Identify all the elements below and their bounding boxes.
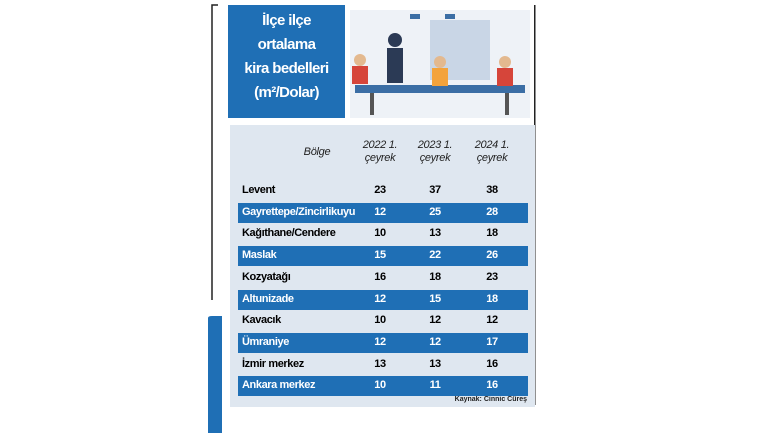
side-bar (208, 316, 222, 433)
region-cell: Kağıthane/Cendere (242, 227, 336, 240)
value-cell: 16 (486, 379, 498, 392)
value-cell: 18 (486, 292, 498, 305)
region-cell: Kavacık (242, 314, 281, 327)
title-line: kira bedelleri (244, 60, 329, 77)
value-cell: 12 (486, 314, 498, 327)
column-header: 2023 1. çeyrek (417, 139, 453, 164)
title: İlçe ilçe ortalama kira bedelleri (m²/Dolar… (228, 5, 345, 118)
region-cell: Maslak (242, 249, 277, 262)
column-header: 2022 1. çeyrek (362, 139, 398, 164)
value-cell: 15 (374, 249, 386, 262)
value-cell: 10 (374, 227, 386, 240)
region-cell: Ankara merkez (242, 379, 316, 392)
title-line: İlçe ilçe (262, 12, 311, 29)
value-cell: 17 (486, 335, 498, 348)
frame-line (211, 4, 218, 300)
value-cell: 16 (486, 357, 498, 370)
value-cell: 13 (429, 227, 441, 240)
value-cell: 22 (429, 249, 441, 262)
table-row: Gayrettepe/Zincirlikuyu 12 25 28 (238, 202, 528, 223)
column-header: Bölge (303, 146, 331, 158)
value-cell: 10 (374, 314, 386, 327)
value-cell: 23 (486, 270, 498, 283)
value-cell: 12 (374, 292, 386, 305)
value-cell: 37 (429, 184, 441, 196)
value-cell: 11 (429, 379, 441, 392)
value-cell: 38 (486, 184, 498, 196)
table: Kaynak: Cinnic Cüreş Bölge 2022 1. çeyrek… (230, 125, 535, 407)
table-row: Ümraniye 12 12 17 (238, 332, 528, 353)
region-cell: Ümraniye (242, 335, 289, 348)
value-cell: 12 (429, 335, 441, 348)
value-cell: 25 (429, 205, 441, 218)
region-cell: İzmir merkez (242, 357, 304, 370)
region-cell: Gayrettepe/Zincirlikuyu (242, 205, 356, 218)
region-cell: Kozyatağı (242, 270, 291, 283)
table-row: İzmir merkez 13 13 16 (238, 355, 528, 375)
value-cell: 12 (374, 335, 386, 348)
value-cell: 16 (374, 270, 386, 283)
column-header: 2024 1. çeyrek (474, 139, 510, 164)
value-cell: 23 (374, 184, 386, 196)
value-cell: 18 (486, 227, 498, 240)
title-line: (m²/Dolar) (254, 84, 319, 101)
region-cell: Altunizade (242, 292, 294, 305)
value-cell: 13 (374, 357, 386, 370)
table-row: Altunizade 12 15 18 (238, 289, 528, 310)
table-row: Ankara merkez 10 11 16 (238, 376, 528, 397)
value-cell: 10 (374, 379, 386, 392)
table-row: Kağıthane/Cendere 10 13 18 (238, 224, 528, 244)
value-cell: 18 (429, 270, 441, 283)
title-line: ortalama (257, 36, 316, 53)
value-cell: 12 (429, 314, 441, 327)
value-cell: 26 (486, 249, 498, 262)
value-cell: 13 (429, 357, 441, 370)
table-row: Levent 23 37 38 (238, 181, 528, 201)
table-row: Kozyatağı 16 18 23 (238, 268, 528, 288)
value-cell: 12 (374, 205, 386, 218)
table-row: Kavacık 10 12 12 (238, 311, 528, 331)
value-cell: 15 (429, 292, 441, 305)
region-cell: Levent (242, 184, 276, 196)
illustration (350, 10, 530, 118)
source: Kaynak: Cinnic Cüreş (454, 396, 527, 403)
table-row: Maslak 15 22 26 (238, 246, 528, 267)
value-cell: 28 (486, 205, 498, 218)
